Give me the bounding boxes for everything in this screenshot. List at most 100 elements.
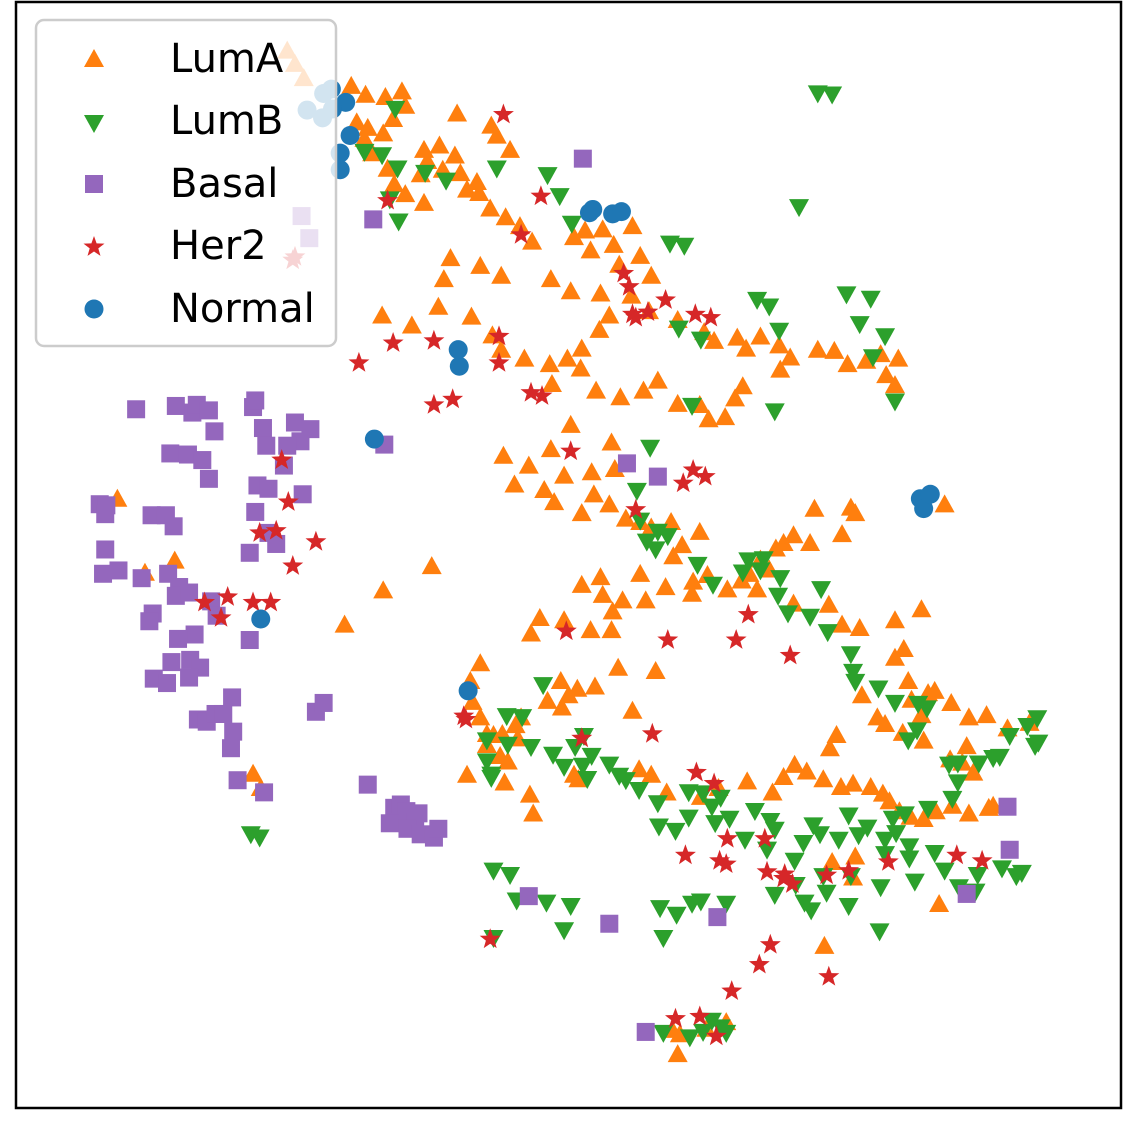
luma-point [621, 285, 642, 304]
lumb-point [650, 900, 671, 919]
luma-point [963, 762, 984, 781]
lumb-point [240, 826, 261, 845]
luma-point [630, 245, 651, 264]
luma-point [520, 623, 541, 642]
luma-point [461, 306, 482, 325]
luma-point [958, 707, 979, 726]
lumb-point [520, 738, 541, 757]
luma-point [704, 330, 725, 349]
her2-point [271, 449, 293, 469]
basal-point [158, 674, 177, 693]
lumb-point [678, 809, 699, 828]
basal-point [193, 451, 212, 470]
luma-point [466, 171, 487, 190]
her2-point [520, 381, 542, 402]
luma-point [747, 579, 768, 598]
luma-point [911, 705, 932, 724]
lumb-point [899, 850, 920, 869]
luma-point [807, 339, 828, 358]
lumb-point [857, 819, 878, 838]
lumb-point [716, 895, 737, 914]
lumb-point [372, 147, 393, 166]
luma-point [421, 556, 442, 575]
lumb-point [947, 755, 968, 774]
basal-point [142, 506, 161, 525]
her2-point [423, 329, 445, 350]
legend-box [34, 18, 338, 348]
lumb-point [647, 523, 668, 542]
lumb-point [875, 328, 896, 347]
normal-point [251, 609, 271, 629]
legend-marker-basal [85, 175, 103, 193]
luma-point [592, 219, 613, 238]
luma-point [689, 521, 710, 540]
her2-point [242, 591, 264, 612]
luma-point [851, 685, 872, 704]
luma-point [571, 574, 592, 593]
her2-point [488, 351, 510, 372]
luma-point [845, 503, 866, 522]
luma-point [773, 532, 794, 551]
normal-point [458, 681, 478, 701]
her2-point [754, 827, 776, 848]
luma-point [647, 370, 668, 389]
lumb-point [784, 852, 805, 871]
lumb-point [843, 663, 864, 682]
basal-point [246, 502, 265, 521]
luma-point [571, 338, 592, 357]
lumb-point [828, 831, 849, 850]
luma-point [497, 751, 518, 770]
lumb-point [868, 680, 889, 699]
her2-point [816, 864, 838, 885]
basal-point [223, 688, 242, 707]
luma-point [592, 584, 613, 603]
luma-point [884, 610, 905, 629]
lumb-point [496, 708, 517, 727]
luma-point [391, 81, 412, 100]
basal-point [314, 693, 333, 712]
lumb-point [968, 755, 989, 774]
basal-point [255, 783, 274, 802]
luma-point [164, 550, 185, 569]
lumb-point [747, 291, 768, 310]
her2-point [510, 223, 532, 244]
her2-point [675, 844, 696, 865]
lumb-point [898, 732, 919, 751]
luma-point [383, 109, 404, 128]
lumb-point [653, 929, 674, 948]
luma-point [725, 388, 746, 407]
legend-markers [83, 49, 105, 319]
luma-point [560, 281, 581, 300]
luma-point [480, 198, 501, 217]
luma-point [602, 601, 623, 620]
her2-point [737, 603, 759, 624]
basal-point [199, 401, 218, 420]
luma-point [888, 348, 909, 367]
luma-point [783, 525, 804, 544]
lumb-point [387, 160, 408, 179]
legend-label-her2: Her2 [170, 223, 267, 269]
lumb-point [577, 771, 598, 790]
luma-point [495, 207, 516, 226]
basal-point [96, 505, 115, 524]
lumb-point [822, 86, 843, 105]
legend-label-luma: LumA [170, 36, 284, 82]
basal-point [240, 631, 259, 650]
lumb-point [640, 439, 661, 458]
lumb-point [764, 886, 785, 905]
her2-point [689, 1005, 711, 1026]
basal-point [293, 485, 312, 504]
basal-point [998, 797, 1017, 816]
lumb-point [999, 727, 1020, 746]
lumb-point [481, 769, 502, 788]
luma-point [377, 158, 398, 177]
luma-point [505, 715, 526, 734]
normal-point [914, 499, 934, 519]
lumb-point [659, 235, 680, 254]
lumb-point [838, 807, 859, 826]
her2-point [694, 465, 716, 486]
her2-point [531, 385, 553, 405]
luma-point [603, 234, 624, 253]
luma-point [622, 700, 643, 719]
her2-point [618, 275, 640, 296]
